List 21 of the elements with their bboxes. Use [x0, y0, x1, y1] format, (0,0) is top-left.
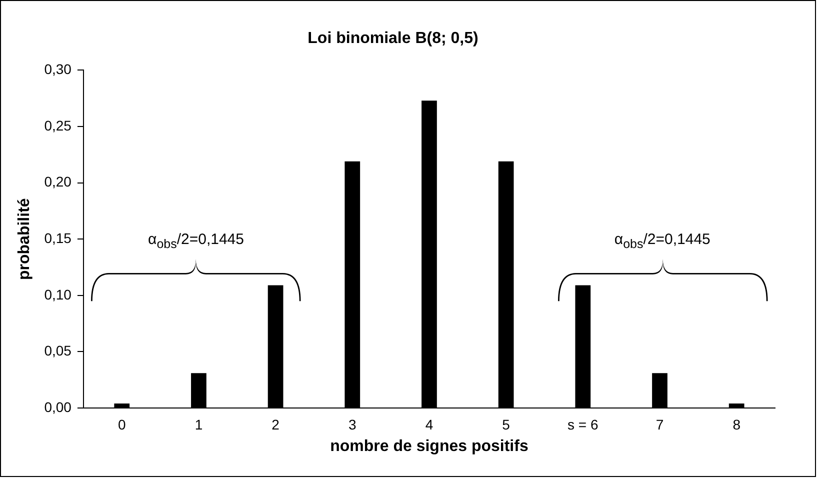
x-tick-label: 0	[118, 416, 126, 432]
x-tick-label: s = 6	[568, 416, 598, 432]
y-tick-label: 0,00	[44, 398, 72, 415]
y-tick-label: 0,10	[44, 286, 72, 302]
x-tick-label: 5	[502, 416, 510, 432]
annotation: α$_{obs}$/2=0,1445	[613, 230, 712, 251]
chart-title: Loi binomiale B(8; 0,5)	[308, 30, 478, 48]
y-tick-label: 0,25	[44, 117, 72, 134]
annotation: α$_{obs}$/2=0,1445	[147, 230, 245, 251]
x-axis-title: nombre de signes positifs	[330, 438, 528, 455]
y-tick-label: 0,20	[44, 174, 72, 190]
x-tick-label: 2	[272, 416, 280, 432]
y-tick-label: 0,05	[44, 342, 72, 359]
y-axis-title: probabilité	[16, 198, 34, 280]
x-tick-label: 1	[194, 416, 203, 432]
y-tick-label: 0,15	[44, 230, 72, 246]
x-tick-label: 3	[348, 416, 356, 432]
y-tick-label: 0,30	[44, 61, 72, 78]
x-tick-label: 4	[425, 416, 434, 432]
x-tick-label: 7	[656, 416, 664, 432]
x-tick-label: 8	[732, 416, 741, 432]
